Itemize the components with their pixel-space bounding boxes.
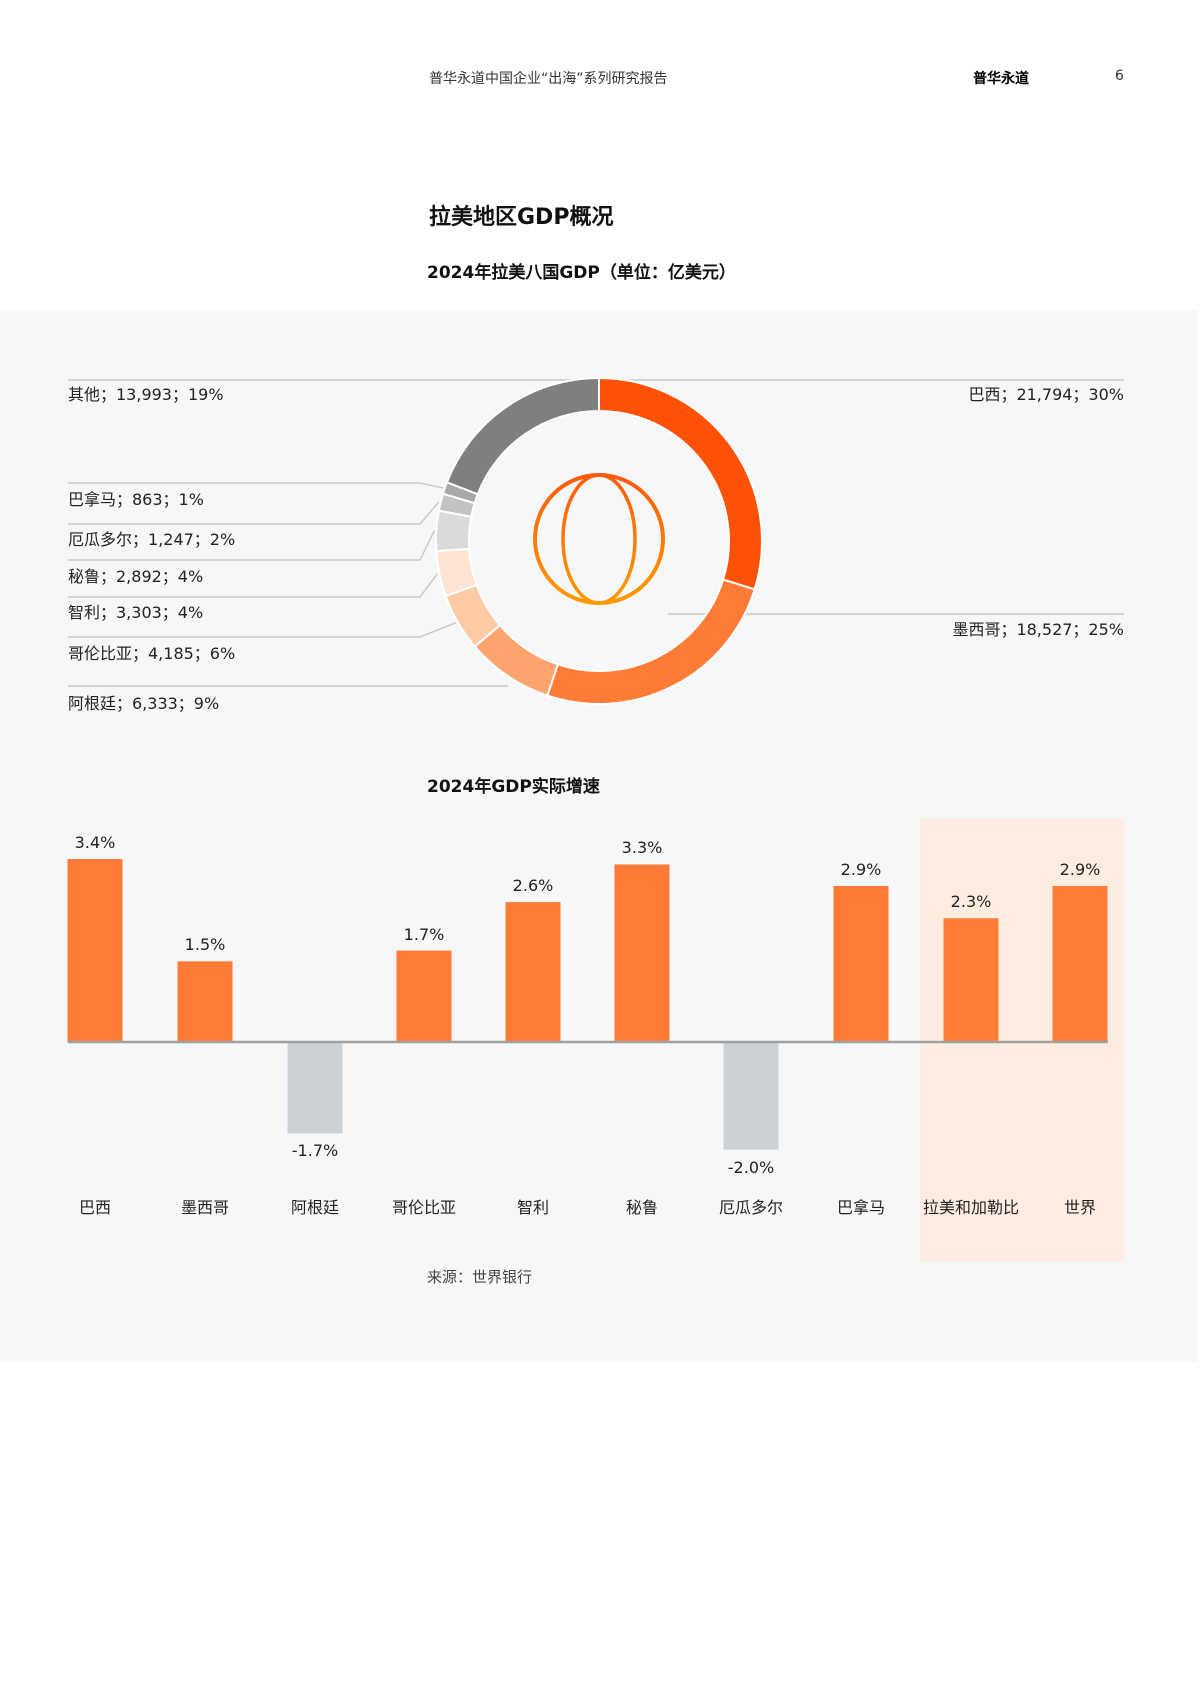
- bar-category-label: 墨西哥: [180, 1198, 229, 1217]
- source-note: 来源：世界银行: [427, 1268, 533, 1286]
- bar-chart-title: 2024年GDP实际增速: [427, 777, 600, 797]
- report-title: 普华永道中国企业“出海”系列研究报告: [429, 71, 668, 87]
- leader-line-3: [68, 621, 457, 638]
- bar-5: [614, 864, 670, 1042]
- donut-label: 其他；13,993；19%: [68, 385, 224, 404]
- leader-line-7: [68, 482, 444, 489]
- bar-data-label: -2.0%: [727, 1157, 775, 1177]
- section-title: 拉美地区GDP概况: [429, 205, 614, 230]
- donut-label: 阿根廷；6,333；9%: [68, 694, 220, 713]
- bar-3: [396, 950, 452, 1042]
- bar-category-label: 智利: [516, 1198, 549, 1217]
- bar-8: [943, 918, 999, 1042]
- donut-label: 厄瓜多尔；1,247；2%: [68, 530, 236, 549]
- bar-2: [287, 1042, 343, 1134]
- bar-category-label: 阿根廷: [290, 1198, 339, 1217]
- donut-label: 秘鲁；2,892；4%: [68, 567, 204, 586]
- bar-category-label: 拉美和加勒比: [922, 1198, 1019, 1217]
- bar-category-label: 巴西: [78, 1198, 111, 1217]
- bar-1: [177, 961, 233, 1042]
- donut-label: 哥伦比亚；4,185；6%: [68, 644, 236, 663]
- leader-line-5: [68, 530, 435, 561]
- bar-category-label: 世界: [1063, 1198, 1096, 1217]
- brand-logo-text: 普华永道: [973, 71, 1029, 87]
- donut-label: 智利；3,303；4%: [68, 603, 204, 622]
- bar-data-label: 2.3%: [950, 892, 992, 912]
- page-number: 6: [1115, 68, 1124, 84]
- bar-0: [67, 859, 123, 1042]
- bar-7: [833, 885, 889, 1042]
- bar-data-label: 3.4%: [74, 833, 116, 853]
- bar-category-label: 厄瓜多尔: [718, 1198, 783, 1217]
- bar-category-label: 秘鲁: [625, 1198, 658, 1217]
- donut-label: 巴拿马；863；1%: [68, 490, 204, 509]
- bar-category-label: 巴拿马: [836, 1198, 885, 1217]
- donut-label: 墨西哥；18,527；25%: [952, 620, 1124, 639]
- bar-data-label: 2.9%: [840, 859, 882, 879]
- bar-6: [723, 1042, 779, 1150]
- donut-slice-8: [445, 376, 600, 496]
- leader-line-6: [68, 501, 440, 525]
- bar-data-label: 2.9%: [1059, 859, 1101, 879]
- bar-data-label: 2.6%: [512, 876, 554, 896]
- bar-category-label: 哥伦比亚: [391, 1198, 456, 1217]
- bar-9: [1052, 885, 1108, 1042]
- bar-data-label: 1.5%: [184, 935, 226, 955]
- donut-label: 巴西；21,794；30%: [968, 385, 1124, 404]
- leader-line-4: [68, 573, 438, 598]
- globe-icon: [533, 473, 665, 605]
- donut-slice-0: [598, 376, 763, 591]
- bar-4: [505, 902, 561, 1042]
- bar-data-label: -1.7%: [291, 1141, 339, 1161]
- bar-data-label: 3.3%: [621, 838, 663, 858]
- bar-data-label: 1.7%: [403, 924, 445, 944]
- donut-chart-title: 2024年拉美八国GDP（单位：亿美元）: [427, 263, 736, 283]
